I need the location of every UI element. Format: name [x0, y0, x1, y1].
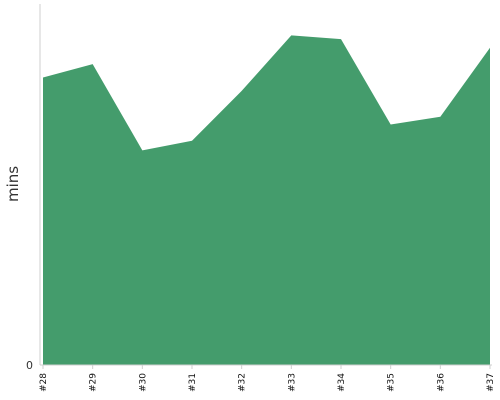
x-tick-label: #28	[39, 373, 49, 392]
x-tick-label: #30	[138, 373, 148, 392]
x-tick-label: #35	[387, 373, 397, 392]
x-tick-label: #32	[238, 373, 248, 392]
x-tick-labels: #28 #29 #30 #31 #32 #33 #34 #35 #36 #37	[39, 365, 496, 392]
x-tick-label: #34	[337, 373, 347, 392]
x-tick-label: #33	[287, 373, 297, 392]
y-tick-labels: 0	[26, 359, 33, 372]
axes-layer	[39, 4, 492, 366]
y-tick-label: 0	[26, 359, 33, 372]
y-axis-label: mins	[4, 166, 22, 202]
area-series-0	[43, 35, 490, 365]
x-tick-label: #36	[436, 373, 446, 392]
area-series-layer	[43, 35, 490, 365]
x-tick-label: #37	[486, 373, 496, 392]
x-tick-label: #31	[188, 373, 198, 392]
x-tick-label: #29	[89, 373, 99, 392]
